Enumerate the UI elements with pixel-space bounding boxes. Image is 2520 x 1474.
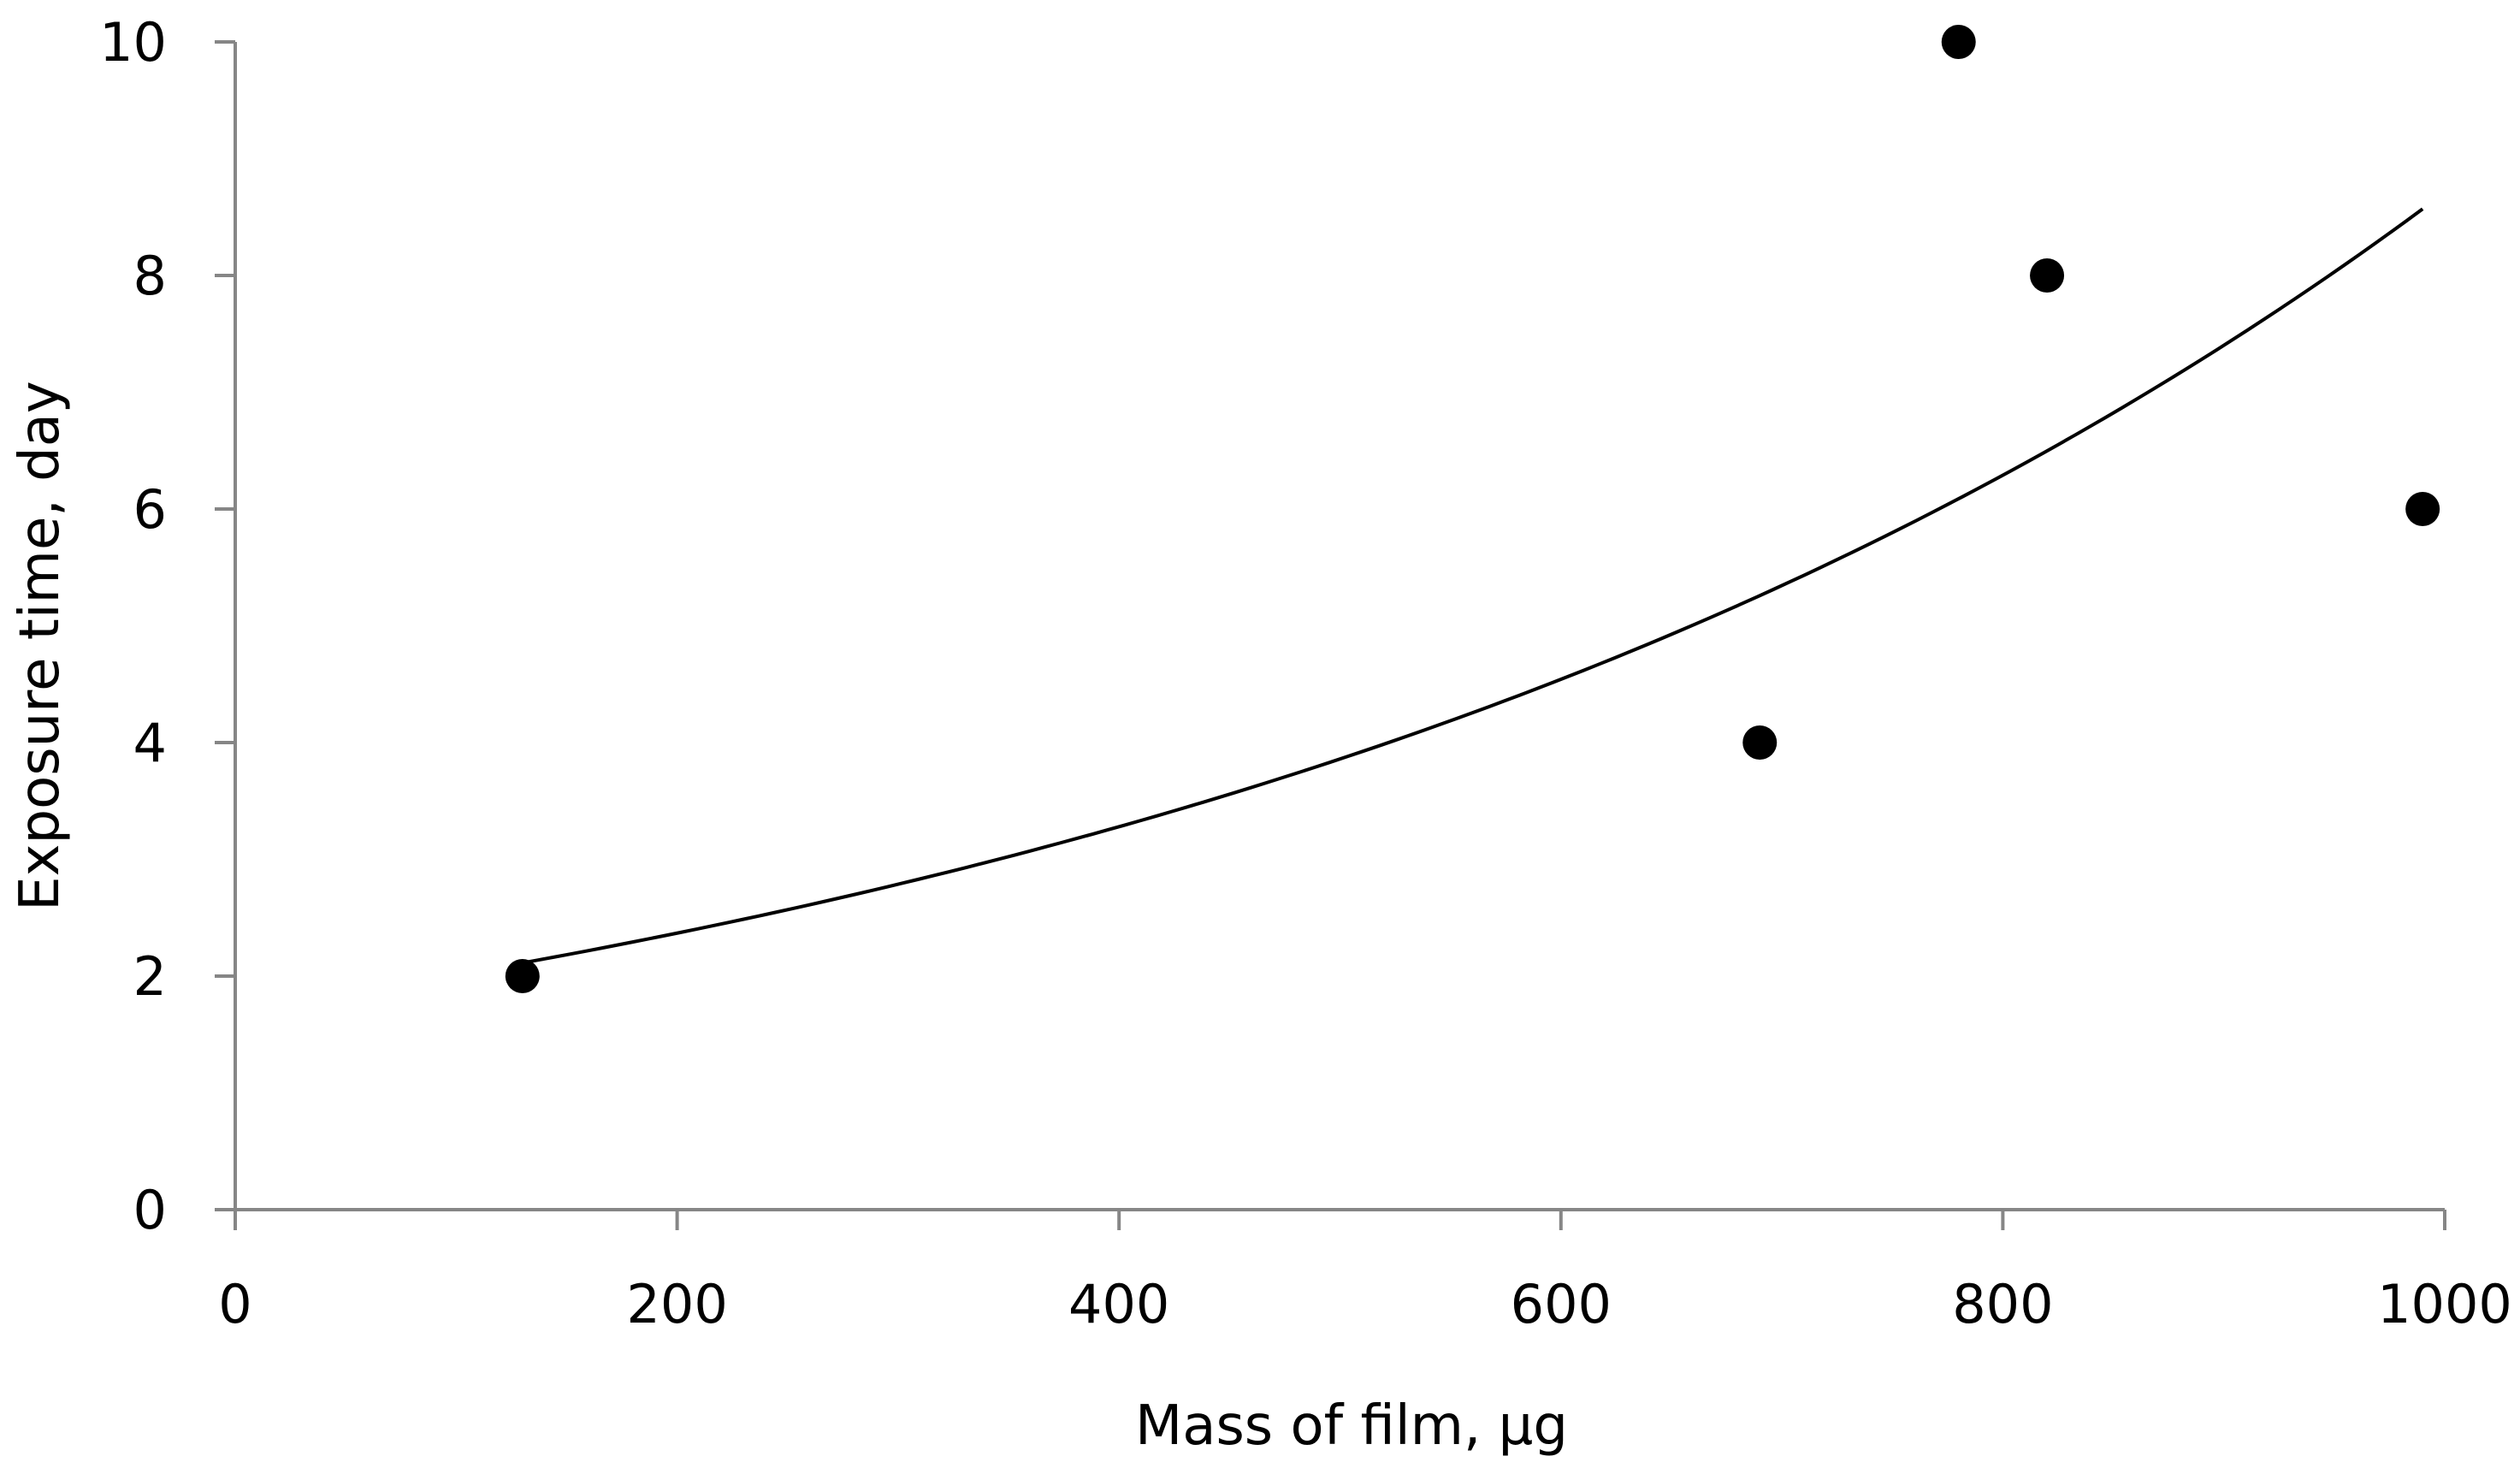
axes: [215, 40, 2446, 1230]
data-point: [505, 959, 540, 993]
x-tick-label: 0: [218, 1273, 251, 1335]
x-tick-label: 400: [1068, 1273, 1169, 1335]
x-tick-label: 600: [1511, 1273, 1612, 1335]
x-axis-label: Mass of film, µg: [1135, 1394, 1568, 1458]
y-axis-label: Exposure time, day: [9, 381, 72, 911]
x-tick-label: 1000: [2377, 1273, 2512, 1335]
y-tick-label: 8: [133, 245, 167, 307]
tick-labels: 0 200 400 600 800 1000 0 2 4 6 8 10: [99, 11, 2512, 1335]
trendline-group: [522, 207, 2424, 965]
data-point: [1941, 25, 1976, 59]
data-point: [2030, 258, 2065, 293]
data-points: [505, 25, 2440, 993]
y-tick-label: 0: [133, 1179, 167, 1241]
x-tick-label: 800: [1952, 1273, 2053, 1335]
y-tick-label: 6: [133, 478, 167, 541]
trendline: [522, 207, 2424, 965]
x-tick-label: 200: [626, 1273, 727, 1335]
data-point: [1742, 725, 1778, 760]
data-point: [2405, 492, 2440, 526]
y-tick-label: 2: [133, 945, 167, 1008]
y-tick-label: 10: [99, 11, 167, 74]
y-tick-label: 4: [133, 712, 167, 774]
